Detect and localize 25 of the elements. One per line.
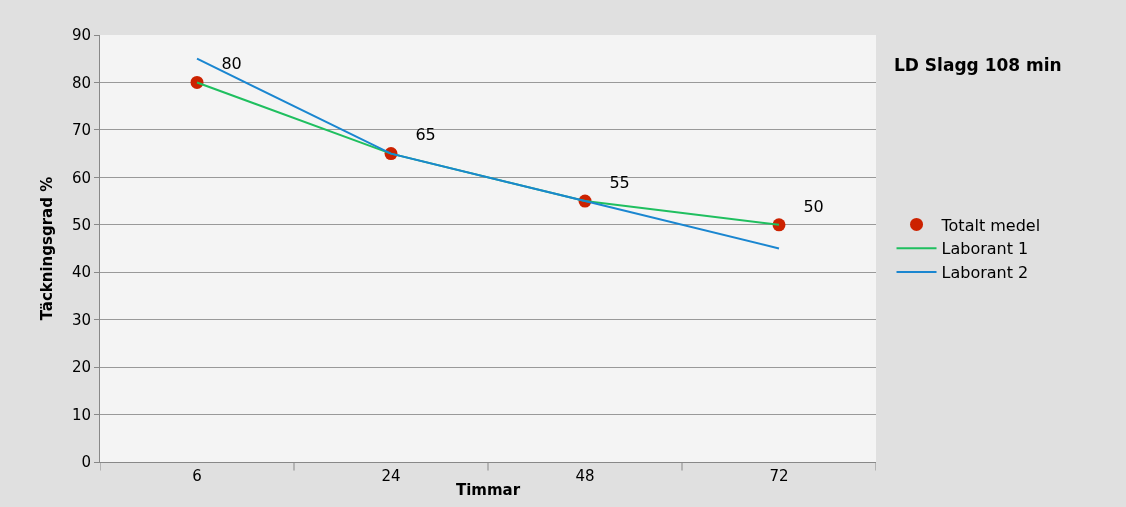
y-tick-label: 70 [71, 121, 91, 140]
legend-label: Laborant 1 [941, 239, 1029, 259]
y-tick-label: 60 [71, 168, 91, 187]
y-tick-label: 40 [71, 263, 91, 282]
y-tick-label: 20 [71, 358, 91, 377]
legend-label: Laborant 2 [941, 263, 1029, 283]
y-tick-label: 50 [71, 216, 91, 235]
data-label: 65 [400, 125, 436, 145]
x-tick-label: 72 [769, 467, 789, 485]
y-tick-label: 0 [81, 453, 91, 472]
y-tick-label: 90 [71, 26, 91, 45]
text: LD Slagg 108 min [894, 55, 1062, 75]
y-tick-label: 30 [71, 310, 91, 329]
line-series [196, 57, 780, 250]
y-tick-label: 10 [71, 405, 91, 424]
x-tick-label: 6 [192, 467, 202, 485]
data-label: 50 [788, 196, 824, 216]
x-tick-label: 48 [575, 467, 595, 485]
data-label: 80 [206, 54, 242, 74]
data-label: 55 [594, 172, 630, 192]
y-tick-label: 80 [71, 73, 91, 92]
x-axis-title: Timmar [455, 481, 521, 499]
x-tick-label: 24 [381, 467, 401, 485]
legend-label: Totalt medel [940, 215, 1041, 235]
y-axis-title: Täckningsgrad % [38, 176, 57, 321]
